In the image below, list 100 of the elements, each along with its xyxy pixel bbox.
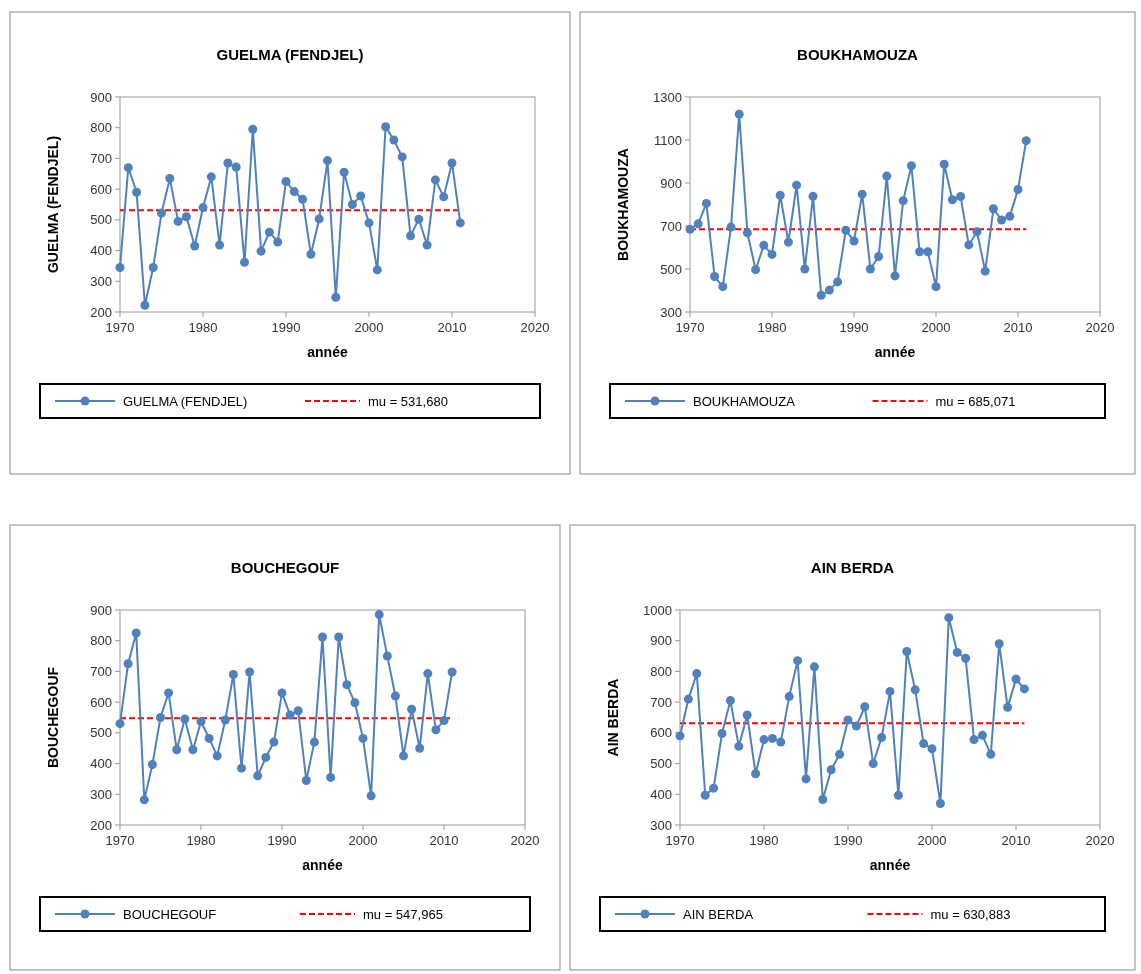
y-tick-label: 300 (660, 304, 682, 320)
x-tick-label: 1970 (665, 833, 695, 848)
point (331, 292, 341, 302)
point (147, 759, 157, 769)
point (961, 653, 971, 663)
point (364, 218, 374, 228)
y-tick-label: 400 (90, 756, 112, 772)
point (885, 686, 895, 696)
point (372, 265, 382, 275)
point (833, 277, 843, 287)
point (915, 247, 925, 257)
point (767, 733, 777, 743)
legend-label: BOUKHAMOUZA (693, 393, 796, 409)
x-tick-label: 2020 (520, 320, 550, 335)
point (215, 240, 225, 250)
point (877, 732, 887, 742)
point (841, 225, 851, 235)
point (1013, 184, 1023, 194)
point (123, 163, 133, 173)
point (784, 692, 794, 702)
point (693, 219, 703, 229)
chart-title: GUELMA (FENDJEL) (216, 46, 364, 63)
point (231, 162, 241, 172)
point (902, 646, 912, 656)
point (314, 214, 324, 224)
x-tick-label: 1990 (833, 833, 863, 848)
y-tick-label: 200 (90, 817, 112, 833)
point (356, 191, 366, 201)
x-tick-label: 1970 (105, 833, 135, 848)
point (726, 222, 736, 232)
point (228, 670, 238, 679)
point (390, 691, 400, 701)
point (198, 203, 208, 213)
y-tick-label: 500 (650, 756, 672, 772)
point (742, 228, 752, 238)
point (422, 240, 432, 250)
point (381, 122, 391, 132)
point (977, 730, 987, 740)
point (301, 775, 311, 785)
point (414, 214, 424, 224)
y-tick-label: 900 (650, 633, 672, 649)
point (277, 688, 287, 698)
point (264, 227, 274, 237)
point (818, 795, 828, 805)
point (890, 271, 900, 281)
point (323, 156, 332, 166)
point (919, 739, 929, 749)
point (281, 176, 291, 186)
y-tick-label: 500 (660, 261, 682, 277)
point (350, 698, 360, 708)
point (397, 152, 407, 162)
point (389, 135, 399, 145)
point (980, 266, 990, 276)
point (407, 704, 417, 714)
point (809, 662, 819, 672)
point (860, 702, 870, 712)
x-axis-title: année (307, 344, 348, 360)
x-tick-label: 2020 (510, 833, 540, 848)
y-axis-title: BOUCHEGOUF (45, 666, 61, 769)
point (767, 249, 777, 259)
point (1021, 136, 1031, 146)
point (196, 716, 206, 726)
point (906, 161, 916, 171)
point (808, 191, 818, 201)
point (399, 751, 408, 761)
point (759, 735, 769, 745)
point (793, 656, 803, 666)
point (123, 659, 133, 669)
point (269, 737, 279, 747)
point (923, 247, 933, 257)
point (683, 694, 693, 704)
point (718, 282, 728, 292)
point (1011, 674, 1021, 684)
legend-label: GUELMA (FENDJEL) (123, 393, 248, 409)
point (318, 632, 327, 642)
point (717, 728, 727, 738)
point (256, 246, 266, 256)
y-tick-label: 400 (650, 786, 672, 802)
x-tick-label: 1990 (839, 320, 869, 335)
point (824, 285, 834, 295)
point (775, 190, 785, 200)
point (1019, 684, 1029, 694)
point (1003, 702, 1013, 712)
point (358, 733, 368, 743)
point (248, 124, 258, 134)
point (188, 745, 198, 755)
point (751, 769, 761, 779)
point (986, 749, 996, 759)
point (910, 685, 920, 695)
point (172, 745, 182, 755)
y-tick-label: 500 (90, 212, 112, 228)
point (204, 733, 214, 743)
legend-label: mu = 531,680 (368, 393, 448, 409)
y-tick-label: 600 (90, 694, 112, 710)
point (148, 262, 158, 272)
x-tick-label: 2000 (348, 833, 378, 848)
point (893, 790, 903, 800)
point (874, 252, 884, 262)
point (289, 187, 299, 197)
x-tick-label: 2000 (921, 320, 951, 335)
